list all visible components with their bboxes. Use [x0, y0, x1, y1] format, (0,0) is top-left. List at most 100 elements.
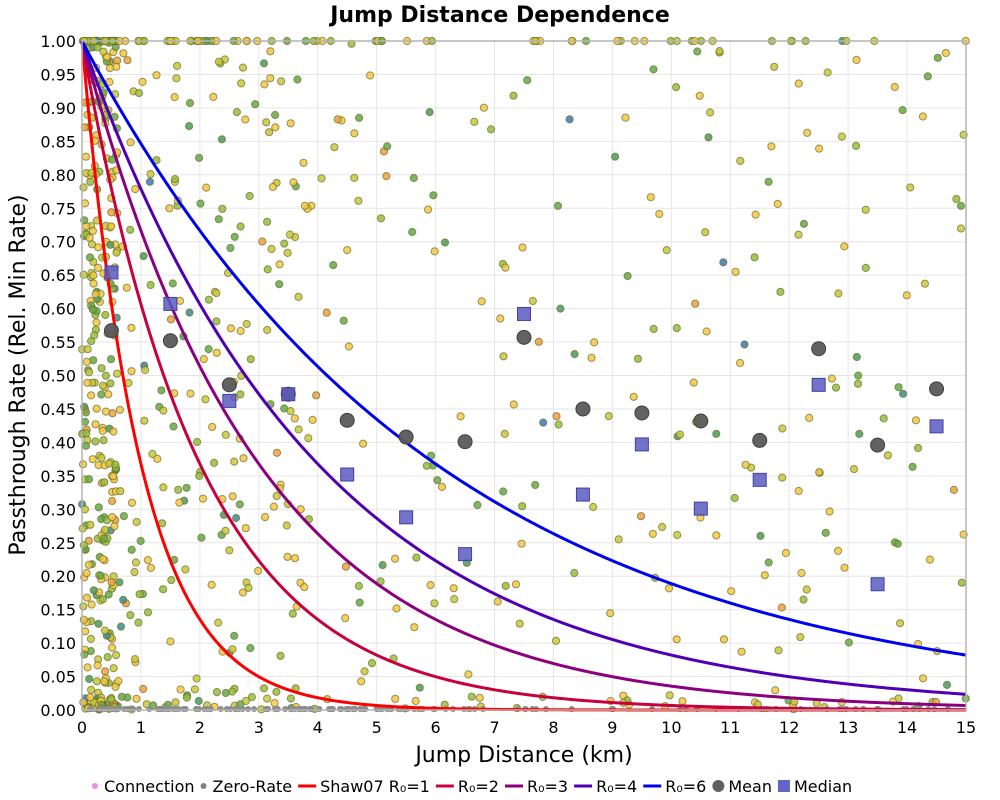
- legend-dot-icon: [92, 783, 98, 789]
- legend-dot-icon: [200, 783, 207, 789]
- connection-point: [854, 371, 863, 380]
- connection-point: [86, 177, 95, 186]
- connection-point: [424, 205, 433, 214]
- connection-point: [271, 110, 280, 120]
- x-tick-label: 12: [779, 718, 799, 737]
- plot-frame: [81, 40, 967, 711]
- y-tick-label: 0.60: [40, 300, 76, 319]
- connection-point: [517, 539, 526, 548]
- connection-point: [169, 422, 178, 431]
- connection-point: [354, 581, 363, 591]
- connection-point: [263, 325, 272, 335]
- connection-point: [467, 692, 476, 701]
- mean-marker: [634, 405, 650, 421]
- connection-point: [570, 568, 579, 578]
- connection-point: [259, 684, 269, 693]
- connection-point: [185, 122, 194, 131]
- median-marker: [399, 510, 414, 525]
- connection-point: [126, 138, 135, 147]
- connection-point: [241, 524, 250, 533]
- connection-point: [411, 696, 420, 706]
- median-marker: [634, 437, 649, 452]
- legend-label: Zero-Rate: [213, 777, 293, 796]
- connection-point: [194, 696, 203, 706]
- connection-point: [119, 512, 129, 521]
- connection-point: [271, 123, 280, 132]
- connection-point: [204, 295, 213, 304]
- connection-point: [825, 507, 834, 516]
- connection-point: [110, 522, 119, 531]
- connection-point: [106, 355, 116, 364]
- y-tick-label: 0.85: [40, 132, 76, 151]
- connection-point: [392, 604, 401, 613]
- connection-point: [941, 48, 951, 58]
- connection-point: [736, 156, 745, 165]
- connection-point: [99, 534, 108, 543]
- median-marker: [811, 377, 826, 392]
- connection-point: [81, 152, 91, 161]
- connection-point: [196, 199, 205, 208]
- connection-point: [426, 581, 435, 590]
- connection-point: [366, 71, 375, 80]
- connection-point: [263, 217, 272, 226]
- connection-point: [283, 552, 292, 561]
- connection-point: [98, 595, 108, 604]
- median-marker: [929, 419, 944, 434]
- connection-point: [689, 378, 698, 387]
- y-tick-label: 0.40: [40, 433, 76, 452]
- connection-point: [552, 412, 561, 421]
- connection-point: [236, 390, 245, 399]
- connection-point: [99, 436, 108, 445]
- connection-point: [158, 519, 167, 528]
- connection-point: [212, 688, 221, 697]
- connection-point: [756, 531, 765, 541]
- connection-point: [90, 331, 99, 340]
- connection-point: [100, 525, 110, 534]
- connection-point: [260, 513, 270, 522]
- connection-point: [146, 280, 155, 290]
- connection-point: [391, 694, 400, 703]
- connection-point: [662, 246, 671, 255]
- connection-point: [367, 659, 377, 668]
- connection-point: [108, 643, 117, 652]
- connection-point: [740, 340, 749, 349]
- connection-point: [429, 191, 438, 200]
- zero-rate-point: [101, 706, 108, 712]
- connection-point: [355, 113, 364, 123]
- legend-label: R₀=4: [596, 777, 637, 796]
- connection-point: [96, 571, 105, 580]
- connection-point: [202, 183, 211, 192]
- x-tick-label: 5: [372, 718, 382, 737]
- zero-rate-point: [87, 706, 93, 712]
- connection-point: [130, 568, 139, 577]
- connection-point: [210, 458, 219, 467]
- connection-point: [844, 638, 854, 647]
- connection-point: [422, 461, 431, 470]
- y-tick-label: 0.25: [40, 534, 76, 553]
- connection-point: [956, 224, 966, 233]
- connection-point: [587, 353, 596, 362]
- legend-square-icon: [777, 780, 790, 792]
- connection-point: [109, 664, 118, 673]
- connection-point: [245, 191, 254, 201]
- connection-point: [805, 413, 814, 422]
- connection-point: [159, 483, 168, 492]
- legend-label: R₀=2: [458, 777, 499, 796]
- connection-point: [85, 233, 94, 242]
- connection-point: [79, 698, 88, 707]
- connection-point: [214, 618, 223, 627]
- connection-point: [89, 586, 98, 595]
- connection-point: [254, 566, 263, 576]
- connection-point: [112, 651, 121, 660]
- connection-point: [230, 457, 239, 466]
- connection-point: [236, 222, 245, 231]
- connection-point: [952, 194, 961, 204]
- connection-point: [834, 289, 843, 298]
- connection-point: [193, 437, 202, 447]
- connection-point: [329, 261, 338, 270]
- connection-point: [341, 614, 350, 623]
- zero-rate-point: [327, 706, 334, 712]
- legend-item: Zero-Rate: [200, 777, 293, 796]
- connection-point: [275, 260, 284, 269]
- mean-marker: [752, 432, 768, 448]
